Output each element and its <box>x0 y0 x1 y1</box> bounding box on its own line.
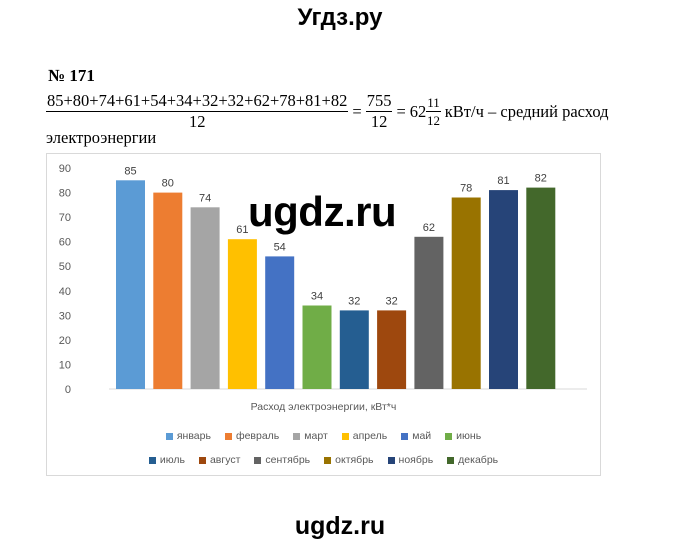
data-label: 61 <box>236 224 248 236</box>
result-fraction-denominator: 12 <box>427 113 441 128</box>
result-fraction-numerator: 11 <box>426 95 441 112</box>
legend-item: май <box>401 430 431 442</box>
watermark-bottom: ugdz.ru <box>294 512 386 540</box>
watermark-center: ugdz.ru <box>248 188 397 235</box>
sum-numerator: 85+80+74+61+54+34+32+32+62+78+81+82 <box>46 91 349 112</box>
equals-sign: = <box>352 101 362 121</box>
legend-label: май <box>412 430 432 442</box>
data-label: 85 <box>124 165 136 177</box>
bar-январь <box>116 180 145 389</box>
site-title: Угдз.ру <box>297 4 383 31</box>
total-fraction: 755 12 <box>365 91 393 131</box>
legend-label: июль <box>159 454 185 466</box>
formula-continuation: электроэнергии <box>46 128 157 147</box>
y-tick-label: 20 <box>59 335 71 347</box>
legend-label: август <box>209 454 241 466</box>
y-tick-label: 90 <box>59 163 71 175</box>
data-label: 34 <box>311 291 323 303</box>
legend-swatch <box>401 432 409 440</box>
data-label: 81 <box>497 175 509 187</box>
data-label: 78 <box>460 183 472 195</box>
bar-июнь <box>302 305 332 389</box>
bar-декабрь <box>526 187 556 389</box>
legend-label: март <box>304 430 328 442</box>
bar-октябрь <box>451 197 481 389</box>
data-label: 54 <box>274 241 286 253</box>
legend-item: апрель <box>341 430 388 442</box>
legend-item: март <box>293 430 328 442</box>
bar-сентябрь <box>414 236 444 389</box>
result-whole: 62 <box>409 101 427 121</box>
legend-label: февраль <box>235 430 280 442</box>
y-tick-label: 80 <box>59 188 71 200</box>
y-tick-label: 60 <box>59 237 71 249</box>
data-label: 32 <box>348 295 360 307</box>
data-label: 82 <box>535 173 547 185</box>
data-label: 74 <box>199 192 211 204</box>
legend-item: июнь <box>445 430 481 442</box>
legend-swatch <box>148 456 156 464</box>
y-tick-label: 50 <box>59 261 71 273</box>
legend-swatch <box>198 456 206 464</box>
bar-chart: 0 10 20 30 40 50 60 70 80 90 85 80 74 61 54 34 32 32 62 78 8… <box>59 163 587 396</box>
problem-number: № 171 <box>48 66 95 85</box>
result-unit-text: кВт/ч – средний расход <box>444 101 609 121</box>
bar-май <box>265 256 295 389</box>
legend-row-1: январь февраль март апрель май июнь <box>46 430 601 442</box>
legend-item: октябрь <box>324 454 374 466</box>
result-fraction: 11 12 <box>426 95 441 128</box>
legend-item: ноябрь <box>387 454 434 466</box>
bar-ноябрь <box>489 190 518 389</box>
bar-август <box>377 310 407 389</box>
legend-swatch <box>254 456 262 464</box>
legend-item: декабрь <box>447 454 498 466</box>
data-label: 80 <box>162 178 174 190</box>
legend-swatch <box>341 432 349 440</box>
chart-legend: январь февраль март апрель май июнь июль авгус… <box>46 430 601 478</box>
sum-denominator: 12 <box>188 112 206 131</box>
legend-label: октябрь <box>335 454 374 466</box>
legend-swatch <box>165 432 173 440</box>
total-numerator: 755 <box>365 91 393 112</box>
legend-item: август <box>198 454 241 466</box>
legend-swatch <box>445 432 453 440</box>
x-axis-title: Расход электроэнергии, кВт*ч <box>250 401 397 413</box>
y-tick-label: 10 <box>59 359 71 371</box>
y-tick-label: 30 <box>59 310 71 322</box>
legend-item: январь <box>165 430 211 442</box>
legend-swatch <box>324 456 332 464</box>
bar-июль <box>339 310 369 389</box>
legend-label: ноябрь <box>398 454 434 466</box>
chart-frame: 0 10 20 30 40 50 60 70 80 90 85 80 74 61 54 34 32 32 62 78 8… <box>46 153 601 476</box>
equals-sign-2: = <box>396 101 406 121</box>
legend-swatch <box>224 432 232 440</box>
legend-label: апрель <box>352 430 388 442</box>
legend-swatch <box>293 432 301 440</box>
bar-март <box>190 207 220 389</box>
y-tick-label: 70 <box>59 212 71 224</box>
legend-row-2: июль август сентябрь октябрь ноябрь декабрь <box>46 454 601 466</box>
y-tick-label: 0 <box>65 384 71 396</box>
mixed-number-result: 62 11 12 <box>410 95 441 128</box>
y-tick-label: 40 <box>59 286 71 298</box>
legend-swatch <box>387 456 395 464</box>
data-label: 32 <box>385 295 397 307</box>
legend-label: сентябрь <box>265 454 311 466</box>
legend-item: сентябрь <box>254 454 310 466</box>
bar-февраль <box>153 192 183 389</box>
bar-апрель <box>227 239 257 389</box>
average-formula: 85+80+74+61+54+34+32+32+62+78+81+82 12 =… <box>46 92 609 131</box>
legend-item: июль <box>148 454 185 466</box>
legend-swatch <box>447 456 455 464</box>
total-denominator: 12 <box>370 112 388 131</box>
legend-label: январь <box>176 430 211 442</box>
legend-item: февраль <box>224 430 280 442</box>
data-label: 62 <box>423 222 435 234</box>
legend-label: декабрь <box>458 454 499 466</box>
legend-label: июнь <box>456 430 482 442</box>
sum-fraction: 85+80+74+61+54+34+32+32+62+78+81+82 12 <box>46 91 349 131</box>
